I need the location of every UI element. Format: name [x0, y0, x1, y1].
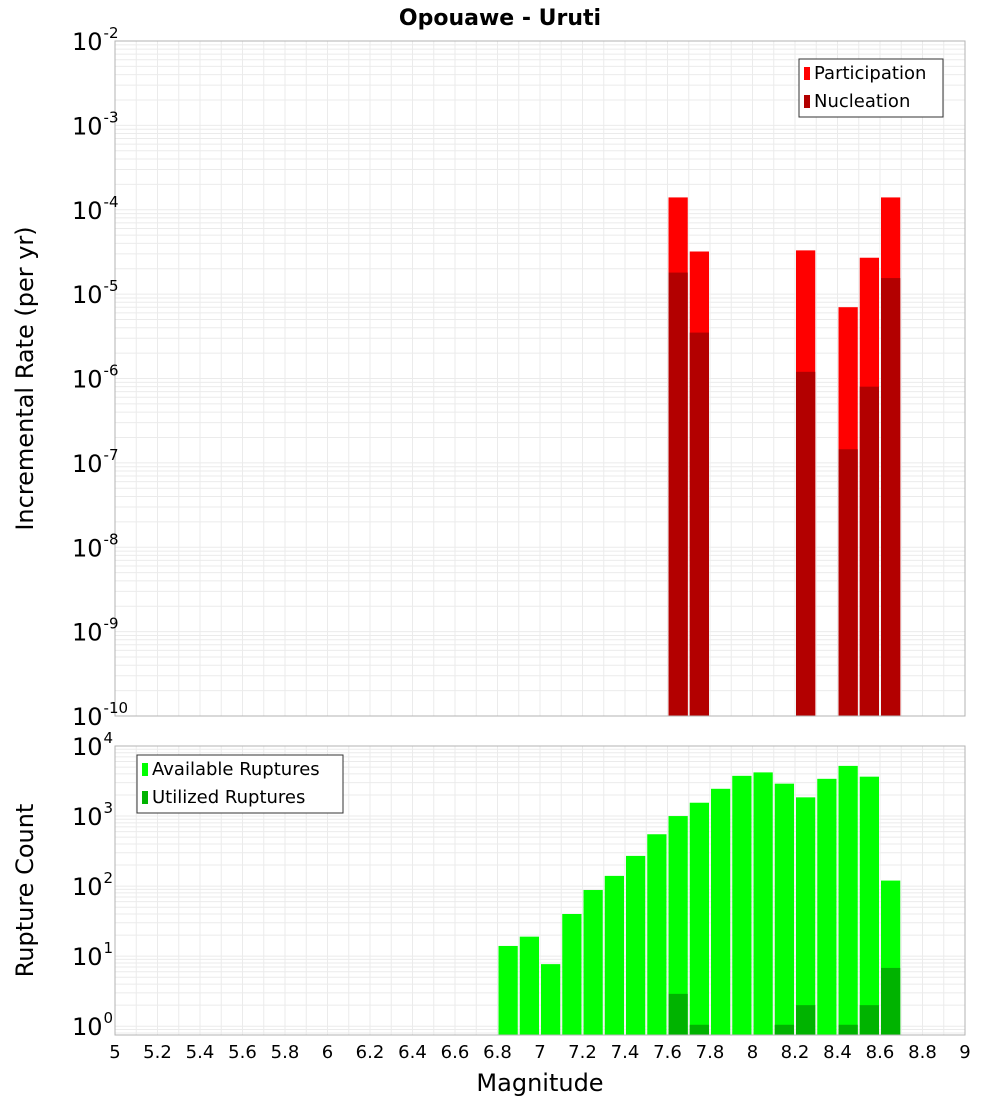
x-tick-label: 6.8	[483, 1042, 512, 1063]
y-tick-label: 10-7	[72, 446, 119, 478]
count-bar-available-ruptures	[498, 945, 518, 1035]
x-tick-label: 8	[747, 1042, 758, 1063]
y-tick-label: 103	[72, 799, 113, 831]
x-tick-label: 7.6	[653, 1042, 682, 1063]
legend-swatch	[142, 791, 148, 804]
bottom-legend: Available Ruptures Utilized Ruptures	[136, 754, 344, 814]
count-bar-utilized-ruptures	[774, 1024, 794, 1035]
x-tick-label: 6.4	[398, 1042, 427, 1063]
x-tick-label: 5.2	[143, 1042, 172, 1063]
legend-box	[136, 754, 344, 814]
chart-title: Opouawe - Uruti	[399, 6, 601, 31]
x-tick-label: 8.6	[866, 1042, 895, 1063]
x-tick-labels: 5 5.2 5.4 5.6 5.8 6 6.2 6.4 6.6 6.8 7 7.2 7.4 7.6 7.8 8…	[109, 1042, 970, 1063]
rate-bar-nucleation	[881, 278, 901, 716]
rate-bar-nucleation	[689, 332, 709, 716]
count-bar-utilized-ruptures	[668, 993, 688, 1035]
legend-entry: Available Ruptures	[152, 759, 320, 780]
x-tick-label: 8.2	[781, 1042, 810, 1063]
x-tick-label: 7	[534, 1042, 545, 1063]
bottom-plot-frame	[114, 745, 966, 1036]
count-bar-available-ruptures	[859, 776, 879, 1035]
rate-bar-nucleation	[668, 272, 688, 716]
count-bar-available-ruptures	[583, 890, 603, 1035]
top-bars	[668, 197, 901, 717]
x-tick-label: 9	[959, 1042, 970, 1063]
count-bar-utilized-ruptures	[859, 1005, 879, 1035]
top-y-axis-label: Incremental Rate (per yr)	[11, 226, 39, 530]
top-panel: 10-2 10-3 10-4 10-5 10-6 10-7 10-8 10-9 10-10 In…	[11, 24, 966, 731]
count-bar-available-ruptures	[626, 855, 646, 1035]
count-bar-utilized-ruptures	[881, 967, 901, 1035]
x-tick-label: 7.8	[696, 1042, 725, 1063]
rate-bar-nucleation	[796, 371, 816, 716]
y-tick-label: 10-9	[72, 615, 119, 647]
legend-entry: Utilized Ruptures	[152, 787, 305, 808]
x-tick-label: 5.6	[228, 1042, 257, 1063]
legend-entry: Nucleation	[814, 91, 910, 112]
rate-bar-nucleation	[838, 449, 858, 716]
count-bar-available-ruptures	[838, 765, 858, 1035]
x-tick-label: 6	[322, 1042, 333, 1063]
x-tick-label: 8.8	[908, 1042, 937, 1063]
x-tick-label: 5	[109, 1042, 120, 1063]
rate-bar-nucleation	[859, 386, 879, 716]
y-tick-label: 101	[72, 939, 113, 971]
top-y-tick-labels: 10-2 10-3 10-4 10-5 10-6 10-7 10-8 10-9 10-10	[72, 24, 128, 731]
y-tick-label: 104	[72, 729, 113, 761]
y-tick-label: 10-2	[72, 24, 119, 56]
count-bar-available-ruptures	[689, 802, 709, 1035]
x-tick-label: 6.6	[441, 1042, 470, 1063]
x-tick-label: 7.2	[568, 1042, 597, 1063]
y-tick-label: 10-6	[72, 362, 119, 394]
y-tick-label: 10-10	[72, 699, 128, 731]
y-tick-label: 100	[72, 1009, 113, 1041]
legend-swatch	[142, 763, 148, 776]
count-bar-available-ruptures	[732, 775, 752, 1035]
top-legend: Participation Nucleation	[798, 58, 944, 118]
x-axis-label: Magnitude	[476, 1069, 603, 1097]
bottom-bars	[498, 765, 901, 1035]
y-tick-label: 10-3	[72, 108, 119, 140]
y-tick-label: 102	[72, 869, 113, 901]
legend-entry: Participation	[814, 63, 926, 84]
top-plot-frame	[114, 40, 966, 717]
count-bar-available-ruptures	[753, 772, 773, 1035]
y-tick-label: 10-8	[72, 530, 119, 562]
x-tick-label: 5.4	[186, 1042, 215, 1063]
count-bar-available-ruptures	[774, 783, 794, 1035]
x-tick-label: 7.4	[611, 1042, 640, 1063]
legend-box	[798, 58, 944, 118]
count-bar-available-ruptures	[817, 778, 837, 1035]
count-bar-utilized-ruptures	[689, 1024, 709, 1035]
legend-swatch	[804, 95, 810, 108]
count-bar-utilized-ruptures	[838, 1024, 858, 1035]
bottom-y-tick-labels: 104 103 102 101 100	[72, 729, 113, 1041]
count-bar-utilized-ruptures	[796, 1005, 816, 1035]
x-tick-label: 8.4	[823, 1042, 852, 1063]
count-bar-available-ruptures	[541, 964, 561, 1035]
bottom-y-axis-label: Rupture Count	[11, 804, 39, 978]
count-bar-available-ruptures	[668, 816, 688, 1035]
count-bar-available-ruptures	[796, 797, 816, 1035]
count-bar-available-ruptures	[604, 875, 624, 1035]
count-bar-available-ruptures	[519, 936, 539, 1035]
count-bar-available-ruptures	[562, 914, 582, 1035]
y-tick-label: 10-4	[72, 193, 119, 225]
y-tick-label: 10-5	[72, 277, 119, 309]
top-gridlines	[115, 40, 966, 717]
x-tick-label: 6.2	[356, 1042, 385, 1063]
x-tick-label: 5.8	[271, 1042, 300, 1063]
bottom-panel: 104 103 102 101 100 Rupture Count Available …	[11, 729, 966, 1041]
legend-swatch	[804, 67, 810, 80]
count-bar-available-ruptures	[711, 788, 731, 1035]
count-bar-available-ruptures	[647, 834, 667, 1035]
